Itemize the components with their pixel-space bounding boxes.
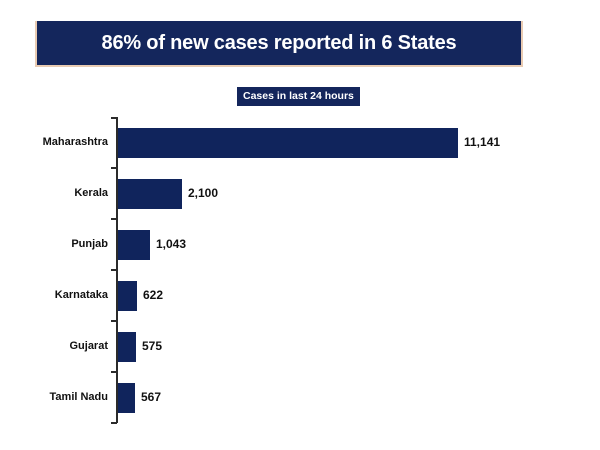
bar xyxy=(118,229,150,260)
category-label: Karnataka xyxy=(54,289,108,301)
bar xyxy=(118,280,137,311)
bar xyxy=(118,127,458,158)
axis-tick xyxy=(111,371,117,373)
category-label: Gujarat xyxy=(69,340,108,352)
value-label: 622 xyxy=(143,288,164,302)
y-axis-line xyxy=(116,117,118,423)
bar-chart: Maharashtra 11,141 Kerala 2,100 Punjab 1,043 K… xyxy=(0,117,600,424)
bar xyxy=(118,382,135,413)
bar xyxy=(118,331,136,362)
bar xyxy=(118,178,182,209)
value-label: 575 xyxy=(142,339,163,353)
value-label: 11,141 xyxy=(464,135,501,149)
page-title: 86% of new cases reported in 6 States xyxy=(101,31,457,54)
title-banner: 86% of new cases reported in 6 States xyxy=(35,21,523,67)
axis-tick xyxy=(111,269,117,271)
axis-tick xyxy=(111,117,117,119)
axis-tick xyxy=(111,218,117,220)
axis-tick xyxy=(111,167,117,169)
category-label: Kerala xyxy=(74,187,108,199)
axis-tick xyxy=(111,320,117,322)
value-label: 567 xyxy=(141,390,162,404)
value-label: 1,043 xyxy=(156,237,187,251)
category-label: Punjab xyxy=(71,238,108,250)
category-label: Tamil Nadu xyxy=(49,391,108,403)
axis-tick xyxy=(111,422,117,424)
category-label: Maharashtra xyxy=(42,136,108,148)
badge-label: Cases in last 24 hours xyxy=(243,90,354,102)
value-label: 2,100 xyxy=(188,186,219,200)
chart-subtitle-badge: Cases in last 24 hours xyxy=(237,87,360,106)
